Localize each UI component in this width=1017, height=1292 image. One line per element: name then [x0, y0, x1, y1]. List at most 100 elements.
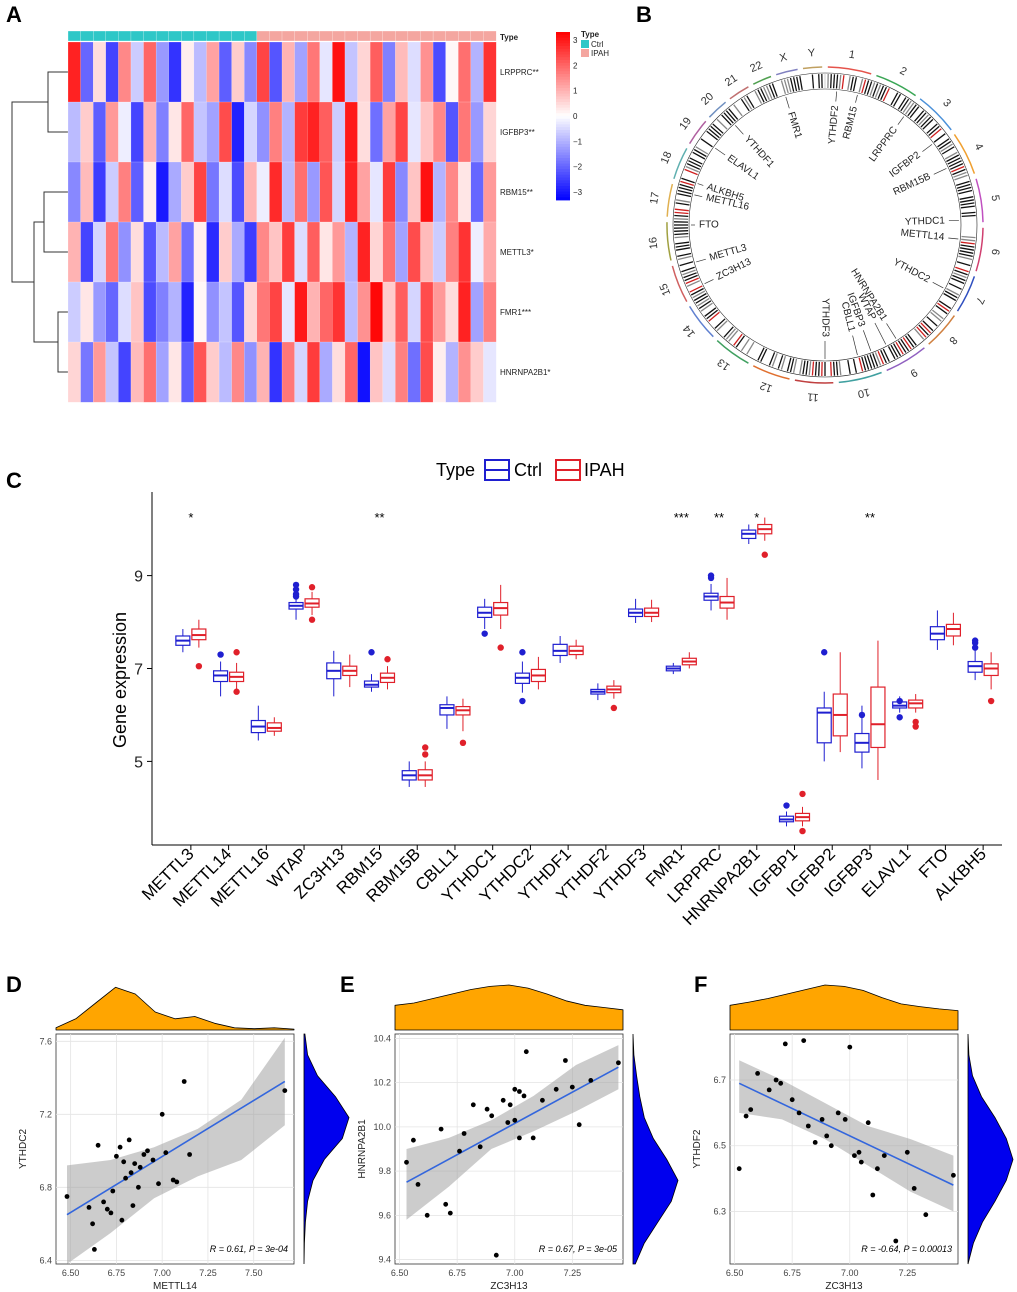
- heatmap-cell: [281, 161, 296, 223]
- cytoband: [947, 157, 961, 165]
- heatmap-cell: [420, 221, 434, 283]
- annotation-cell-ctrl: [67, 30, 82, 42]
- y-axis-label: YTHDF2: [692, 1129, 703, 1168]
- gene-connector: [922, 144, 933, 152]
- cytoband: [960, 241, 975, 245]
- annotation-cell-ctrl: [244, 30, 258, 42]
- heatmap-cell: [445, 41, 459, 103]
- heatmap-cell: [432, 101, 447, 163]
- heatmap-cell: [218, 101, 233, 163]
- annotation-cell-ipah: [470, 30, 484, 42]
- colorbar-legend-title: Type: [581, 30, 600, 39]
- heatmap-cell: [269, 341, 283, 403]
- heatmap-cell: [181, 161, 195, 223]
- panel-d-scatter: 6.50 6.75 7.00 7.25 7.50 6.4 6.8 7.2 7.6 R = 0.61…: [18, 986, 350, 1292]
- cytoband: [768, 352, 776, 366]
- data-point: [805, 1123, 811, 1129]
- heatmap-cell: [193, 101, 207, 163]
- outlier-point: [459, 739, 467, 747]
- chromosome-label: 3: [940, 97, 953, 110]
- heatmap-cell: [218, 221, 233, 283]
- cytoband: [928, 314, 940, 325]
- heatmap-cell: [118, 341, 132, 403]
- data-point: [181, 1079, 187, 1084]
- cytoband: [700, 138, 713, 148]
- cytoband: [674, 208, 689, 212]
- x-tick-label: 7.00: [506, 1268, 524, 1278]
- cytoband: [789, 77, 795, 92]
- colorbar-tick: 3: [573, 36, 578, 45]
- cytoband: [844, 360, 848, 375]
- colorbar-tick: −3: [573, 188, 583, 197]
- cytoband: [712, 123, 724, 134]
- data-point: [847, 1044, 853, 1050]
- gene-label: ELAVL1: [725, 153, 761, 183]
- heatmap-cell: [269, 41, 283, 103]
- annotation-cell-ipah: [281, 30, 296, 42]
- significance-mark: *: [188, 510, 193, 525]
- cytoband: [904, 102, 915, 115]
- chromosome-label: 15: [658, 282, 674, 298]
- outlier-point: [368, 649, 375, 656]
- heatmap-cell: [93, 161, 107, 223]
- cytoband: [675, 247, 691, 251]
- cytoband: [935, 304, 948, 315]
- significance-mark: **: [714, 510, 724, 525]
- colorbar-segment: [556, 99, 570, 103]
- data-point: [904, 1149, 910, 1155]
- cytoband: [685, 165, 699, 173]
- cytoband: [763, 349, 770, 364]
- legend-label-ipah: IPAH: [591, 49, 609, 58]
- chromosome-arc: [802, 66, 823, 70]
- data-point: [736, 1166, 742, 1172]
- cytoband: [780, 80, 787, 94]
- outlier-point: [497, 644, 504, 651]
- chromosome-arc: [708, 101, 727, 118]
- colorbar-segment: [556, 48, 570, 52]
- cytoband: [693, 292, 707, 302]
- heatmap-cell: [357, 101, 371, 163]
- cytoband: [733, 104, 743, 117]
- data-point: [411, 1137, 416, 1143]
- heatmap-cell: [244, 161, 258, 223]
- outlier-point: [912, 723, 919, 730]
- cytoband: [947, 285, 961, 293]
- gene-connector: [855, 94, 858, 103]
- cytoband: [723, 112, 734, 124]
- data-point: [616, 1060, 621, 1066]
- cytoband: [959, 247, 975, 251]
- cytoband: [728, 330, 739, 342]
- heatmap-cell: [118, 41, 132, 103]
- cytoband: [783, 79, 789, 94]
- heatmap-cell: [483, 341, 497, 403]
- annotation-title: Type: [500, 33, 519, 42]
- outlier-point: [422, 744, 429, 751]
- data-point: [114, 1153, 119, 1159]
- heatmap-cell: [332, 101, 346, 163]
- x-tick-label: 6.50: [62, 1268, 80, 1278]
- colorbar-segment: [556, 141, 570, 145]
- annotation-cell-ipah: [307, 30, 321, 42]
- data-point: [415, 1182, 421, 1187]
- cytoband: [718, 322, 730, 334]
- annotation-cell-ctrl: [218, 30, 233, 42]
- cytoband: [751, 92, 760, 106]
- heatmap-cell: [432, 41, 447, 103]
- cytoband: [847, 75, 851, 91]
- ideogram-outer-edge: [672, 72, 978, 378]
- colorbar-segment: [556, 93, 570, 97]
- colorbar-tick: 2: [573, 61, 578, 70]
- cytoband: [740, 98, 750, 112]
- data-point: [748, 1107, 754, 1112]
- cytoband: [952, 274, 966, 282]
- annotation-cell-ctrl: [206, 30, 220, 42]
- cytoband: [930, 311, 942, 322]
- data-point: [563, 1058, 568, 1063]
- cytoband: [743, 340, 753, 353]
- heatmap-cell: [420, 281, 434, 343]
- right-marginal-density: [303, 1033, 350, 1265]
- colorbar-segment: [556, 163, 570, 167]
- cytoband: [704, 307, 717, 317]
- colorbar-segment: [556, 88, 570, 92]
- chromosome-arc: [919, 98, 952, 131]
